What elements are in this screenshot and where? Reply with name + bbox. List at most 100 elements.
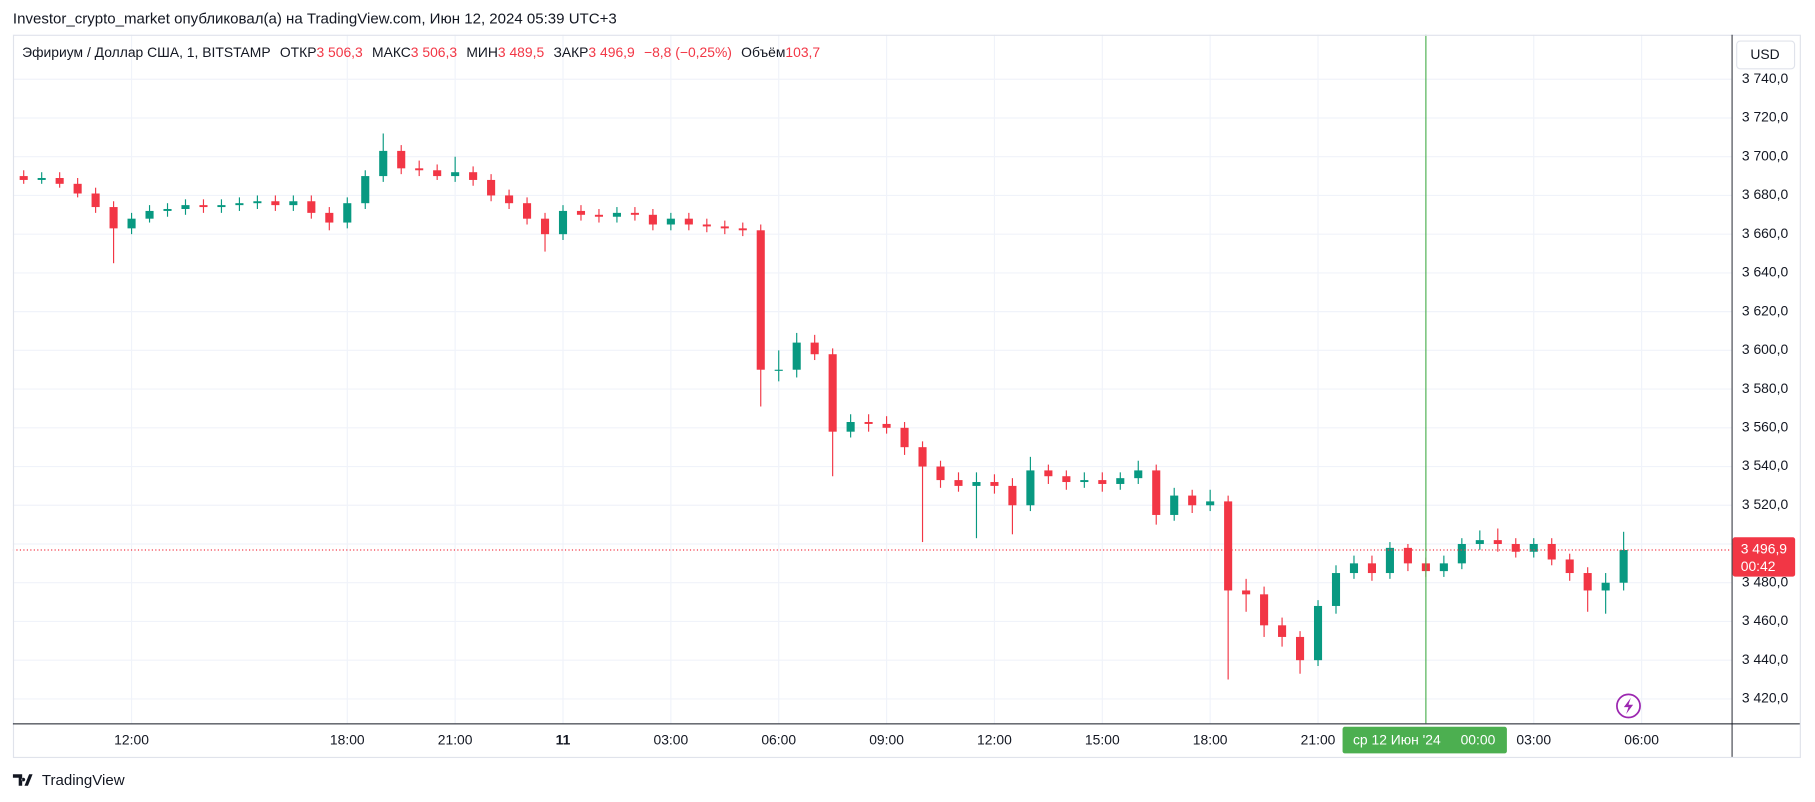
y-tick-label: 3 480,0 <box>1742 573 1789 589</box>
crosshair-box <box>1342 726 1507 754</box>
x-tick-label: 21:00 <box>1301 731 1336 747</box>
candle-body <box>271 201 280 206</box>
legend-change: −8,8 (−0,25%) <box>644 44 732 60</box>
candle-body <box>19 176 28 180</box>
candle-body <box>451 172 460 177</box>
candle-body <box>594 214 604 217</box>
candle-body <box>1044 470 1053 477</box>
candle-body <box>199 205 208 208</box>
candle-body <box>91 193 100 208</box>
alert-icon[interactable] <box>1616 693 1641 719</box>
x-tick-label: 11 <box>556 731 571 747</box>
candle-body <box>882 423 891 428</box>
logo-mark[interactable] <box>12 774 33 786</box>
legend-label: МАКС <box>372 44 411 60</box>
x-tick-label: 06:00 <box>1624 731 1659 747</box>
candle-body <box>235 203 244 206</box>
candle-body <box>990 482 999 486</box>
y-tick-label: 3 700,0 <box>1742 147 1789 163</box>
candle-body <box>343 203 352 223</box>
x-tick-label: 09:00 <box>869 731 904 747</box>
candle-body <box>1547 543 1556 560</box>
candle-body <box>73 183 82 194</box>
legend-value: 3 506,3 <box>316 44 363 60</box>
candle-body <box>127 218 136 229</box>
candle-body <box>612 212 621 217</box>
footer[interactable]: TradingView <box>42 772 125 789</box>
last-price-label: 3 496,9 <box>1741 541 1788 557</box>
candle-body <box>1439 563 1448 572</box>
y-tick-label: 3 600,0 <box>1742 341 1789 357</box>
candle-body <box>576 210 586 215</box>
candle-body <box>1493 540 1502 544</box>
candle-body <box>846 421 855 432</box>
candle-body <box>1170 495 1179 515</box>
legend-label: ОТКР <box>280 44 317 60</box>
y-tick-label: 3 560,0 <box>1742 418 1789 434</box>
legend-label: Объём <box>741 44 785 60</box>
candle-body <box>702 224 711 227</box>
candle-body <box>936 466 945 481</box>
candle-body <box>666 218 675 225</box>
candle-body <box>307 201 316 213</box>
candle-body <box>1206 501 1215 506</box>
y-tick-label: 3 460,0 <box>1742 612 1789 628</box>
candle-body <box>1565 559 1574 574</box>
candle-body <box>630 212 639 215</box>
candle-body <box>1296 636 1305 661</box>
crosshair-date: ср 12 Июн '24 <box>1353 731 1441 747</box>
candle-body <box>954 480 963 486</box>
candle-body <box>1583 573 1592 591</box>
y-tick-label: 3 680,0 <box>1742 186 1789 202</box>
candle-body <box>1224 501 1233 591</box>
candle-body <box>1260 594 1269 626</box>
candle-body <box>1062 476 1071 483</box>
x-tick-label: 03:00 <box>1516 731 1551 747</box>
candle-body <box>720 226 729 229</box>
y-tick-label: 3 620,0 <box>1742 302 1789 318</box>
legend-label: ЗАКР <box>553 44 588 60</box>
y-tick-label: 3 580,0 <box>1742 380 1789 396</box>
x-tick-label: 03:00 <box>653 731 688 747</box>
candle-body <box>648 214 657 225</box>
candle-body <box>1080 480 1089 483</box>
alert-bolt[interactable] <box>1623 697 1634 715</box>
last-price-box <box>1732 537 1796 577</box>
candle-body <box>558 210 568 235</box>
x-tick-label: 18:00 <box>330 731 365 747</box>
candle-body <box>415 168 424 171</box>
candle-body <box>540 218 550 235</box>
candle-body <box>217 205 226 208</box>
candle-body <box>1026 470 1035 506</box>
candle-body <box>1349 563 1359 574</box>
currency-button[interactable] <box>1736 40 1796 70</box>
candle-body <box>1457 543 1466 564</box>
candle-body <box>1619 549 1628 583</box>
candle-body <box>900 427 909 448</box>
legend-value: 3 496,9 <box>588 44 635 60</box>
candle-body <box>181 205 190 209</box>
legend-value: 3 489,5 <box>498 44 545 60</box>
candle-body <box>1313 605 1323 661</box>
candle-body <box>109 207 118 229</box>
candle-body <box>1188 495 1197 506</box>
y-tick-label: 3 520,0 <box>1742 496 1789 512</box>
logo[interactable]: TradingView <box>12 772 125 789</box>
candle-body <box>1475 540 1484 544</box>
candle-body <box>289 201 298 206</box>
candle-body <box>1601 582 1610 591</box>
x-tick-label: 12:00 <box>977 731 1012 747</box>
y-tick-label: 3 660,0 <box>1742 225 1789 241</box>
legend-value: 3 506,3 <box>411 44 458 60</box>
candle-body <box>1511 543 1520 552</box>
candle-body <box>918 447 927 467</box>
currency[interactable]: USD <box>1750 46 1779 62</box>
y-tick-label: 3 420,0 <box>1742 690 1789 706</box>
candle-body <box>1331 573 1341 606</box>
candle-body <box>523 203 532 219</box>
candle-body <box>792 342 801 370</box>
y-tick-label: 3 740,0 <box>1742 70 1789 86</box>
x-tick-label: 12:00 <box>114 731 149 747</box>
